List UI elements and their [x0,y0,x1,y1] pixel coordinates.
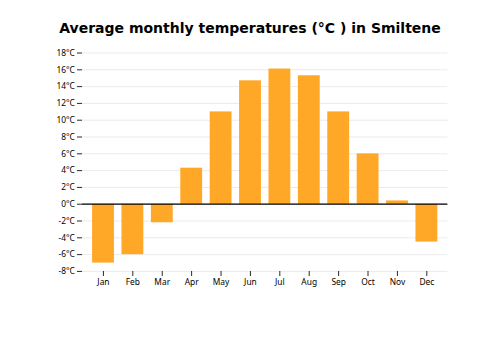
svg-text:-2°C: -2°C [58,215,75,226]
svg-text:4°C: 4°C [61,164,75,175]
svg-text:6°C: 6°C [61,148,75,159]
svg-text:Feb: Feb [126,276,140,287]
svg-text:Nov: Nov [390,276,406,287]
svg-text:2°C: 2°C [61,181,75,192]
svg-text:Jul: Jul [274,276,285,287]
svg-text:Apr: Apr [185,276,200,287]
svg-text:0°C: 0°C [61,198,75,209]
svg-text:10°C: 10°C [56,114,75,125]
svg-text:Dec: Dec [419,276,434,287]
svg-text:-6°C: -6°C [58,248,75,259]
svg-text:18°C: 18°C [56,47,75,58]
svg-text:12°C: 12°C [56,97,75,108]
html-text:Average monthly temperatures (: Average monthly temperatures (°C ) in Sm… [59,20,441,36]
svg-text:Jun: Jun [243,276,257,287]
svg-text:8°C: 8°C [61,131,75,142]
svg-text:Mar: Mar [154,276,170,287]
svg-text:Jan: Jan [96,276,109,287]
svg-text:16°C: 16°C [56,64,75,75]
svg-text:Sep: Sep [331,276,345,287]
svg-text:-8°C: -8°C [58,265,75,276]
svg-text:14°C: 14°C [56,80,75,91]
svg-text:May: May [213,276,230,287]
svg-text:-4°C: -4°C [58,231,75,242]
svg-text:Oct: Oct [361,276,375,287]
svg-text:Aug: Aug [301,276,317,287]
